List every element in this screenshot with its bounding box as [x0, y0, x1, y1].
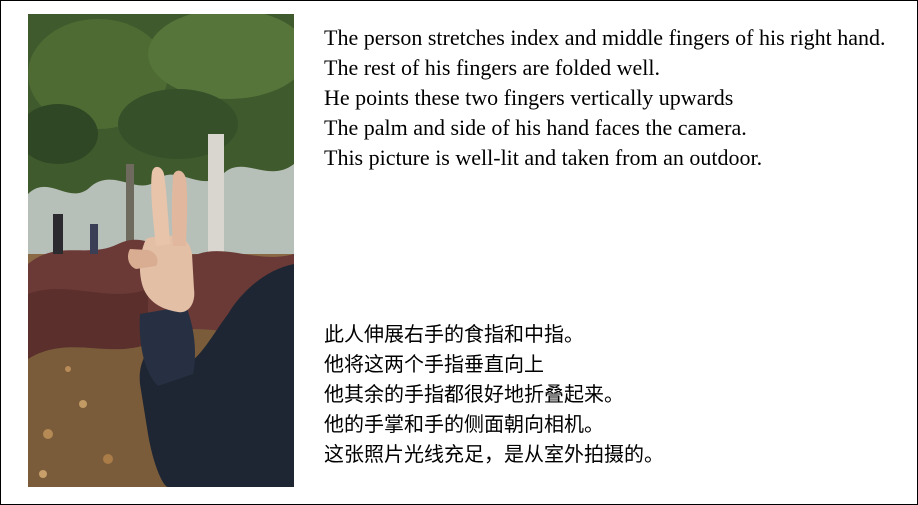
- photo-jacket-sleeve: [139, 306, 196, 386]
- photo-leaf: [43, 429, 53, 439]
- photo-middle-finger: [171, 170, 188, 246]
- english-line: The palm and side of his hand faces the …: [324, 115, 747, 140]
- hand-gesture-illustration: [28, 14, 294, 487]
- photo-folded-thumb: [128, 249, 158, 269]
- photo-foliage-patch: [28, 104, 98, 164]
- photo-distant-person: [53, 214, 63, 254]
- photo-foliage-patch: [148, 14, 294, 99]
- photo-leaf: [103, 454, 113, 464]
- english-line: He points these two fingers vertically u…: [324, 85, 734, 110]
- chinese-line: 他将这两个手指垂直向上: [324, 352, 544, 376]
- chinese-line: 此人伸展右手的食指和中指。: [324, 322, 584, 346]
- photo-jacket: [139, 264, 294, 487]
- english-description: The person stretches index and middle fi…: [324, 23, 909, 173]
- chinese-line: 他其余的手指都很好地折叠起来。: [324, 382, 624, 406]
- chinese-line: 他的手掌和手的侧面朝向相机。: [324, 412, 604, 436]
- english-line: The rest of his fingers are folded well.: [324, 55, 660, 80]
- english-line: The person stretches index and middle fi…: [324, 25, 886, 50]
- photo-index-finger: [151, 166, 170, 246]
- chinese-description: 此人伸展右手的食指和中指。 他将这两个手指垂直向上 他其余的手指都很好地折叠起来…: [324, 319, 909, 469]
- chinese-line: 这张照片光线充足，是从室外拍摄的。: [324, 442, 664, 466]
- photo-leaf: [79, 400, 87, 408]
- photo-leaf: [65, 366, 71, 372]
- hand-gesture-photo: [28, 14, 294, 487]
- photo-bushes: [28, 289, 148, 359]
- photo-tree-trunk: [126, 164, 134, 274]
- photo-leaf: [39, 470, 47, 478]
- english-line: This picture is well-lit and taken from …: [324, 145, 763, 170]
- photo-distant-person: [90, 224, 98, 254]
